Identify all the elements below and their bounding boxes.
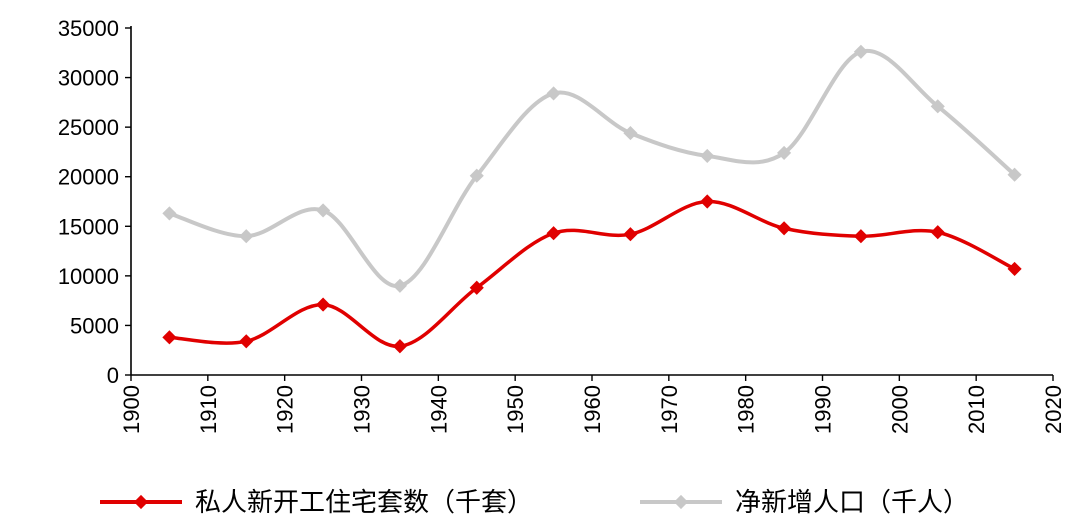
x-tick-label: 1920 [273, 385, 298, 434]
legend-item: 净新增人口（千人） [640, 488, 969, 518]
data-point [316, 297, 331, 312]
y-tick-label: 5000 [70, 313, 119, 338]
x-tick-label: 1980 [734, 385, 759, 434]
data-point [239, 334, 254, 349]
legend-swatch-marker [133, 494, 149, 510]
data-point [930, 99, 945, 114]
data-point [1007, 261, 1022, 276]
y-tick-label: 20000 [58, 165, 119, 190]
series-line [167, 199, 1017, 349]
x-tick-label: 2010 [964, 385, 989, 434]
data-point [700, 194, 715, 209]
series-0 [162, 194, 1022, 354]
x-tick-label: 1940 [426, 385, 451, 434]
y-tick-label: 30000 [58, 66, 119, 91]
legend-label: 私人新开工住宅套数（千套） [195, 488, 533, 518]
y-tick-label: 35000 [58, 16, 119, 41]
y-tick-label: 0 [107, 363, 119, 388]
data-point [162, 330, 177, 345]
x-axis-ticks: 1900 1910 1920 1930 1940 1950 1960 1970 1980 1990… [119, 375, 1066, 434]
data-point [700, 148, 715, 163]
legend: 私人新开工住宅套数（千套） 净新增人口（千人） [100, 488, 969, 518]
data-point [853, 44, 868, 59]
data-point [1007, 167, 1022, 182]
data-point [239, 229, 254, 244]
data-point [853, 229, 868, 244]
data-point [623, 227, 638, 242]
x-tick-label: 1930 [350, 385, 375, 434]
legend-swatch-marker [673, 494, 689, 510]
data-point [546, 86, 561, 101]
data-point [623, 126, 638, 141]
x-tick-label: 2020 [1041, 385, 1066, 434]
x-tick-label: 1950 [503, 385, 528, 434]
x-tick-label: 1960 [580, 385, 605, 434]
data-point [546, 226, 561, 241]
data-point [930, 225, 945, 240]
data-point [316, 203, 331, 218]
data-point [392, 339, 407, 354]
data-point [469, 168, 484, 183]
data-point [777, 145, 792, 160]
y-tick-label: 25000 [58, 115, 119, 140]
x-tick-label: 2000 [887, 385, 912, 434]
data-point [469, 280, 484, 295]
y-axis-ticks: 0 5000 10000 15000 20000 25000 30000 35000 [58, 16, 131, 388]
legend-item: 私人新开工住宅套数（千套） [100, 488, 533, 518]
y-tick-label: 15000 [58, 214, 119, 239]
data-point [777, 221, 792, 236]
x-tick-label: 1970 [657, 385, 682, 434]
series-line [167, 48, 1017, 288]
axes [130, 26, 1053, 376]
series-layer [162, 44, 1022, 354]
series-1 [162, 44, 1022, 293]
x-tick-label: 1900 [119, 385, 144, 434]
data-point [162, 206, 177, 221]
legend-label: 净新增人口（千人） [735, 488, 969, 518]
x-tick-label: 1910 [196, 385, 221, 434]
y-tick-label: 10000 [58, 264, 119, 289]
data-point [392, 278, 407, 293]
x-tick-label: 1990 [811, 385, 836, 434]
